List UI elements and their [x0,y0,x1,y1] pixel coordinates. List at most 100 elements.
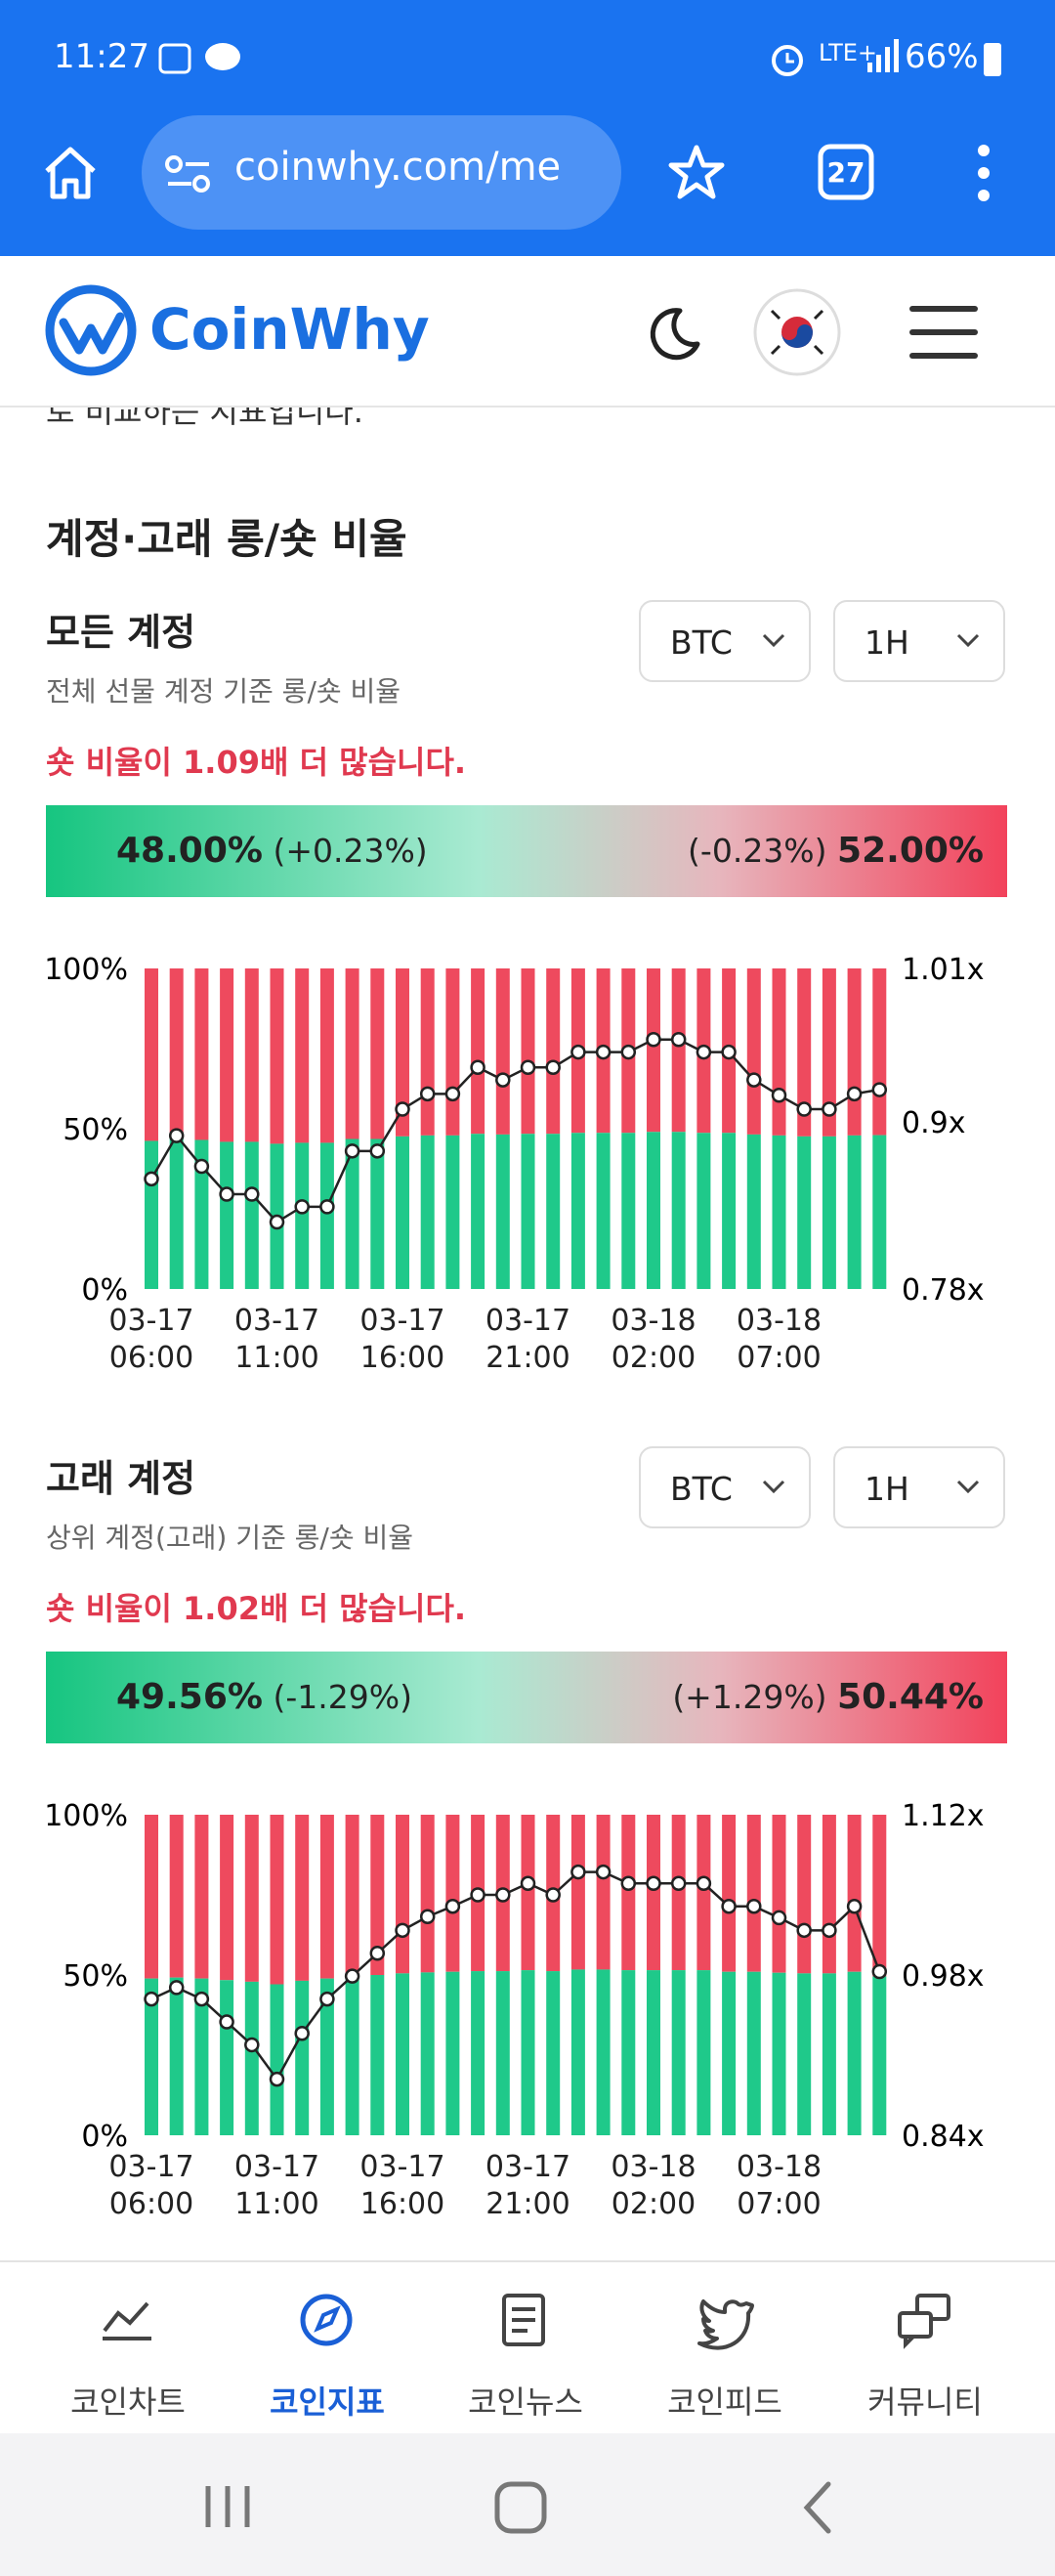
interval-dropdown[interactable]: 1H [833,600,1005,682]
long-bar [319,1978,334,2135]
ratio-point [871,1963,888,1980]
nav-icon[interactable] [496,2292,555,2350]
site-header [0,256,1055,408]
long-bar [270,1984,284,2135]
menu-button[interactable] [969,143,998,203]
short-bar [145,968,158,1141]
long-bar [671,1970,686,2135]
ratio-point [470,1887,485,1903]
tabs-button[interactable] [817,143,875,201]
long-bar [220,1980,234,2135]
short-bar [746,1815,761,1972]
long-bar [621,1970,636,2135]
nav-icon[interactable] [298,2292,357,2350]
panel-summary: 숏 비율이 1.02배 더 많습니다. [46,1590,467,1627]
short-bar [822,968,836,1137]
ratio-point [244,1186,260,1202]
ratio-point [620,1044,637,1060]
long-side: 48.00% (+0.23%) [116,831,428,871]
ratio-point [646,1031,661,1048]
short-bar [396,968,409,1137]
site-settings-icon[interactable] [164,152,215,195]
x-tick-label: 03-17 21:00 [485,2150,571,2221]
nav-label[interactable]: 코인지표 [270,2383,385,2421]
battery-level: 66% [905,37,979,76]
ratio-point [520,1059,536,1076]
short-bar [194,1815,209,1979]
indicator-panel: 모든 계정 전체 선물 계정 기준 롱/숏 비율 숏 비율이 1.09배 더 많습니… [0,586,1055,1407]
long-bar [445,1135,460,1289]
url-text[interactable]: coinwhy.com/me [234,145,562,190]
long-bar [872,1135,887,1289]
recent-apps[interactable] [200,2482,255,2531]
nav-icon[interactable] [696,2292,754,2350]
y-tick-label: 50% [63,1959,128,1994]
long-change: (+0.23%) [273,832,428,870]
coin-dropdown[interactable]: BTC [639,600,811,682]
short-bar [521,1815,535,1971]
home-button[interactable] [39,142,102,204]
ratio-point [871,1082,888,1097]
ratio-point [495,1072,511,1088]
nav-icon[interactable] [99,2292,157,2350]
bookmark-star[interactable] [667,144,726,202]
home-key[interactable] [493,2480,548,2535]
status-time: 11:27 [54,37,149,76]
x-tick-label: 03-18 07:00 [736,2150,823,2221]
chart: 0% 50% 100% 0.78x 0.9x 1.01x [44,953,984,1308]
back-key[interactable] [799,2480,838,2535]
long-side: 49.56% (-1.29%) [116,1677,412,1717]
ratio-point [419,1909,436,1925]
logo-text[interactable]: CoinWhy [149,296,430,363]
short-bar [746,968,761,1135]
long-bar [370,1975,385,2135]
long-bar [797,1136,812,1289]
interval-dropdown[interactable]: 1H [833,1446,1005,1528]
ratio-point [395,1922,410,1939]
logo-icon[interactable] [44,283,138,377]
ratio-point [746,1898,762,1914]
ratio-point [721,1898,737,1914]
ratio-point [244,2037,260,2053]
hamburger-menu[interactable] [908,303,979,362]
dark-mode-toggle[interactable] [645,305,703,364]
language-flag[interactable] [752,287,842,377]
ratio-point [219,1186,234,1202]
short-bar [621,1815,636,1971]
long-bar [194,1139,209,1289]
coin-dropdown[interactable]: BTC [639,1446,811,1528]
long-bar [169,1977,184,2135]
panel-subtitle: 전체 선물 계정 기준 롱/숏 비율 [46,675,401,708]
ratio-bar: 49.56% (-1.29%) (+1.29%) 50.44% [46,1652,1007,1743]
nav-label[interactable]: 코인피드 [667,2383,782,2421]
x-tick-label: 03-18 02:00 [611,1304,696,1375]
nav-label[interactable]: 커뮤니티 [867,2383,983,2421]
nav-label[interactable]: 코인차트 [70,2383,186,2421]
short-pct: 52.00% [837,831,984,871]
long-bar [396,1136,409,1289]
long-bar [244,1981,259,2135]
short-change: (+1.29%) [672,1678,827,1716]
nav-icon[interactable] [896,2292,954,2350]
long-bar [521,1134,535,1289]
ratio-point [344,1968,360,1984]
ratio-point [269,1214,285,1230]
interval-value: 1H [865,623,909,662]
tab-count[interactable]: 27 [826,156,865,189]
ratio-point [670,1031,687,1048]
long-bar [471,1134,485,1289]
alarm-icon [772,45,803,76]
short-bar [169,968,184,1138]
nav-label[interactable]: 코인뉴스 [468,2383,583,2421]
ratio-point [822,1922,837,1939]
browser-top: 11:27 LTE+ 66% coinwhy.com/me 27 [0,0,1055,256]
x-tick-label: 03-18 02:00 [611,2150,696,2221]
ratio-point [294,2025,310,2041]
long-bar [220,1141,234,1289]
url-bar[interactable] [142,115,621,230]
long-change: (-1.29%) [273,1678,412,1716]
short-bar [671,1815,686,1971]
ratio-line [149,1038,880,1224]
short-bar [345,968,359,1139]
